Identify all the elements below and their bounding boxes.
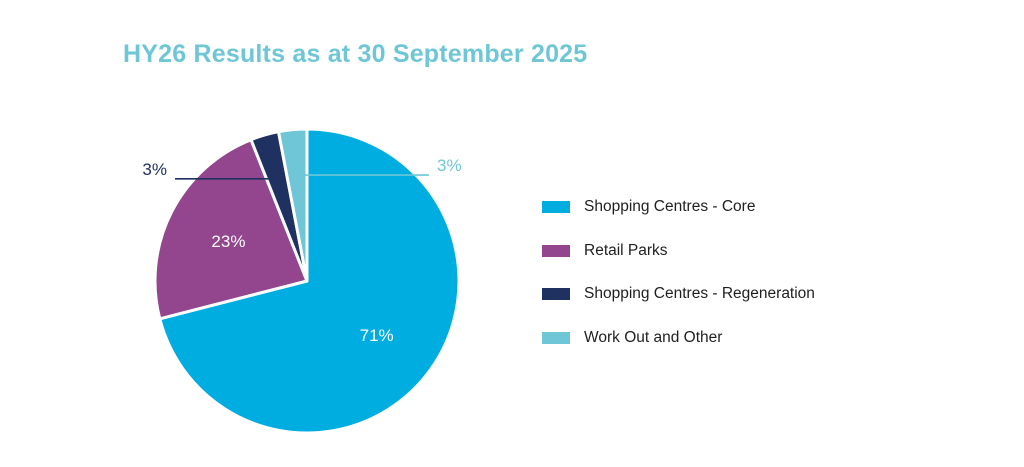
pie-slice-shopping-centres-core xyxy=(158,127,461,435)
legend-swatch xyxy=(542,331,570,344)
legend-item-shopping-centres-regeneration: Shopping Centres - Regeneration xyxy=(542,283,815,305)
pie-slice-retail-parks xyxy=(153,138,309,321)
slice-label-shopping-centres-regeneration: 3% xyxy=(142,160,167,179)
legend-label: Shopping Centres - Regeneration xyxy=(584,285,815,302)
legend-item-shopping-centres-core: Shopping Centres - Core xyxy=(542,196,815,218)
legend-swatch xyxy=(542,244,570,257)
slice-label-work-out-and-other: 3% xyxy=(437,156,462,175)
legend-label: Work Out and Other xyxy=(584,328,723,346)
legend-item-work-out-and-other: Work Out and Other xyxy=(542,327,815,349)
legend-label: Shopping Centres - Core xyxy=(584,198,756,215)
slice-label-shopping-centres-core: 71% xyxy=(360,326,394,345)
chart-legend: Shopping Centres - Core Retail Parks Shopp… xyxy=(542,196,815,370)
legend-label: Retail Parks xyxy=(584,241,668,259)
pie-slice-work-out-and-other xyxy=(277,127,309,283)
slice-label-retail-parks: 23% xyxy=(211,232,245,251)
legend-item-retail-parks: Retail Parks xyxy=(542,240,815,262)
legend-swatch xyxy=(542,288,570,300)
legend-swatch xyxy=(542,201,570,213)
chart-title: HY26 Results as at 30 September 2025 xyxy=(123,40,588,68)
